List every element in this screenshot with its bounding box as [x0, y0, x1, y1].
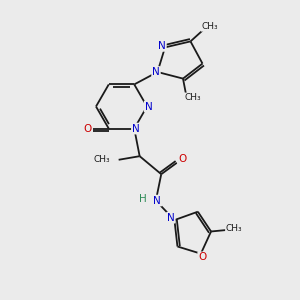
Text: N: N	[152, 67, 160, 77]
Text: N: N	[158, 41, 166, 51]
Text: H: H	[140, 194, 147, 204]
Text: CH₃: CH₃	[226, 224, 242, 233]
Text: N: N	[145, 101, 152, 112]
Text: N: N	[167, 213, 175, 223]
Text: CH₃: CH₃	[184, 93, 201, 102]
Text: O: O	[198, 252, 206, 262]
Text: N: N	[132, 124, 140, 134]
Text: O: O	[178, 154, 186, 164]
Text: CH₃: CH₃	[94, 155, 110, 164]
Text: CH₃: CH₃	[201, 22, 218, 31]
Text: O: O	[84, 124, 92, 134]
Text: N: N	[154, 196, 161, 206]
